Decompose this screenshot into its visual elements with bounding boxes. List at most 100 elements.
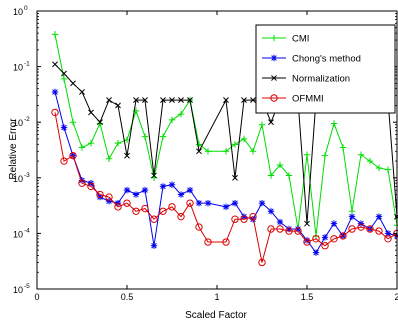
data-point-normalization — [52, 61, 58, 68]
data-point-cmi — [159, 133, 167, 140]
data-point-ofmmi — [384, 235, 392, 243]
data-point-chong-s-method — [348, 213, 356, 220]
data-point-normalization — [223, 97, 229, 103]
legend-marker-ofmmi — [270, 94, 278, 102]
y-tick-label: 10 — [13, 229, 23, 239]
y-tick-label: 10 — [13, 118, 23, 128]
data-point-cmi — [204, 148, 212, 155]
data-point-cmi — [339, 144, 347, 151]
data-point-normalization — [232, 174, 238, 181]
data-point-chong-s-method — [222, 203, 230, 211]
x-tick-label: 0.5 — [121, 292, 134, 302]
x-tick-label: 1 — [214, 292, 219, 302]
data-point-chong-s-method — [384, 230, 392, 237]
legend-marker-chong-s-method — [270, 54, 278, 62]
data-point-chong-s-method — [132, 191, 140, 198]
data-point-cmi — [303, 151, 311, 158]
data-point-chong-s-method — [303, 237, 311, 244]
data-point-chong-s-method — [123, 186, 131, 194]
y-axis-label: Relative Error — [8, 118, 19, 180]
data-point-chong-s-method — [141, 186, 149, 194]
data-point-normalization — [133, 97, 139, 103]
data-point-ofmmi — [114, 203, 122, 211]
data-point-cmi — [276, 161, 284, 169]
data-point-ofmmi — [60, 157, 68, 165]
data-point-ofmmi — [186, 199, 194, 207]
data-point-chong-s-method — [150, 242, 158, 249]
data-point-ofmmi — [339, 232, 347, 240]
data-point-cmi — [321, 152, 329, 159]
data-point-chong-s-method — [258, 199, 266, 207]
data-point-cmi — [105, 155, 113, 162]
data-point-ofmmi — [222, 238, 230, 246]
data-point-chong-s-method — [159, 183, 167, 190]
y-tick-label: 10 — [13, 174, 23, 184]
x-tick-label: 1.5 — [301, 292, 314, 302]
data-point-chong-s-method — [267, 208, 275, 215]
data-point-chong-s-method — [96, 193, 104, 201]
data-point-ofmmi — [159, 207, 167, 215]
data-point-chong-s-method — [375, 213, 383, 220]
legend-label-chong-s-method: Chong's method — [292, 54, 361, 65]
y-tick-exponent: 0 — [24, 5, 28, 12]
data-point-chong-s-method — [330, 220, 338, 227]
data-point-chong-s-method — [60, 124, 68, 131]
data-point-ofmmi — [195, 223, 203, 231]
data-point-normalization — [169, 97, 175, 103]
data-point-cmi — [168, 116, 176, 124]
data-point-chong-s-method — [312, 249, 320, 256]
data-point-ofmmi — [87, 182, 95, 191]
series-layer — [51, 31, 398, 267]
data-point-ofmmi — [258, 258, 266, 267]
data-point-cmi — [87, 139, 95, 147]
data-point-cmi — [330, 120, 338, 127]
data-point-chong-s-method — [276, 218, 284, 226]
data-point-normalization — [124, 152, 130, 159]
data-point-normalization — [106, 97, 112, 103]
data-point-cmi — [267, 172, 275, 179]
y-tick-exponent: -4 — [24, 227, 30, 234]
data-point-ofmmi — [294, 227, 302, 235]
data-point-chong-s-method — [114, 199, 122, 207]
data-point-cmi — [60, 75, 68, 83]
data-point-cmi — [366, 157, 374, 165]
data-point-ofmmi — [150, 215, 158, 223]
data-point-cmi — [114, 139, 122, 147]
series-ofmmi — [51, 108, 398, 267]
data-point-ofmmi — [141, 204, 149, 213]
data-point-chong-s-method — [168, 181, 176, 188]
y-tick-exponent: -5 — [24, 283, 30, 290]
legend-marker-normalization — [271, 75, 277, 81]
data-point-ofmmi — [240, 215, 248, 223]
data-point-ofmmi — [69, 151, 77, 160]
data-point-cmi — [384, 166, 392, 173]
data-point-ofmmi — [276, 225, 284, 233]
data-point-ofmmi — [51, 108, 59, 117]
legend-label-cmi: CMI — [292, 34, 309, 45]
data-point-chong-s-method — [51, 88, 59, 96]
data-point-ofmmi — [348, 225, 356, 233]
data-point-normalization — [268, 119, 274, 126]
x-axis-label: Scaled Factor — [185, 310, 247, 321]
y-tick-exponent: -1 — [24, 61, 30, 68]
x-tick-label: 2 — [394, 292, 398, 302]
data-point-ofmmi — [123, 199, 131, 207]
data-point-cmi — [231, 141, 239, 148]
data-point-ofmmi — [285, 227, 293, 235]
data-point-normalization — [160, 97, 166, 103]
legend: CMI Chong's method Normalization OFMMI — [255, 24, 396, 114]
data-point-ofmmi — [330, 235, 338, 243]
data-point-chong-s-method — [186, 186, 194, 194]
y-tick-exponent: -2 — [24, 116, 30, 123]
data-point-chong-s-method — [285, 225, 293, 233]
data-point-normalization — [61, 70, 67, 77]
data-point-cmi — [78, 144, 86, 151]
legend-label-ofmmi: OFMMI — [292, 94, 324, 105]
data-point-cmi — [69, 119, 77, 126]
data-point-ofmmi — [249, 212, 257, 221]
data-point-normalization — [70, 80, 76, 87]
data-point-cmi — [285, 172, 293, 179]
y-tick-exponent: -3 — [24, 172, 30, 179]
data-point-normalization — [97, 119, 103, 126]
